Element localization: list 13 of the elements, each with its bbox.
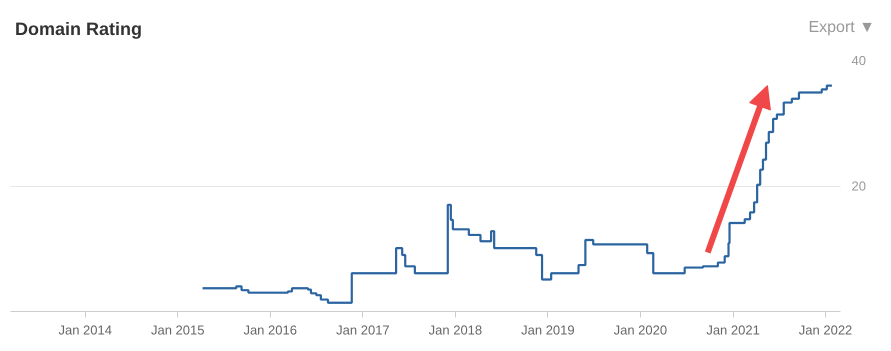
x-tick-label: Jan 2021 [706, 322, 760, 338]
x-tick-label: Jan 2015 [150, 322, 204, 338]
y-tick-label: 20 [852, 178, 866, 194]
x-tick-label: Jan 2022 [798, 322, 852, 338]
chart-title: Domain Rating [15, 18, 142, 41]
x-tick-label: Jan 2018 [428, 322, 482, 338]
x-tick-label: Jan 2019 [521, 322, 575, 338]
x-tick-label: Jan 2014 [58, 322, 112, 338]
x-tick-label: Jan 2016 [243, 322, 297, 338]
y-tick-label: 40 [852, 53, 866, 68]
text: Export ▼ [808, 18, 875, 38]
x-tick-label: Jan 2017 [336, 322, 390, 338]
x-tick-label: Jan 2020 [614, 322, 668, 338]
